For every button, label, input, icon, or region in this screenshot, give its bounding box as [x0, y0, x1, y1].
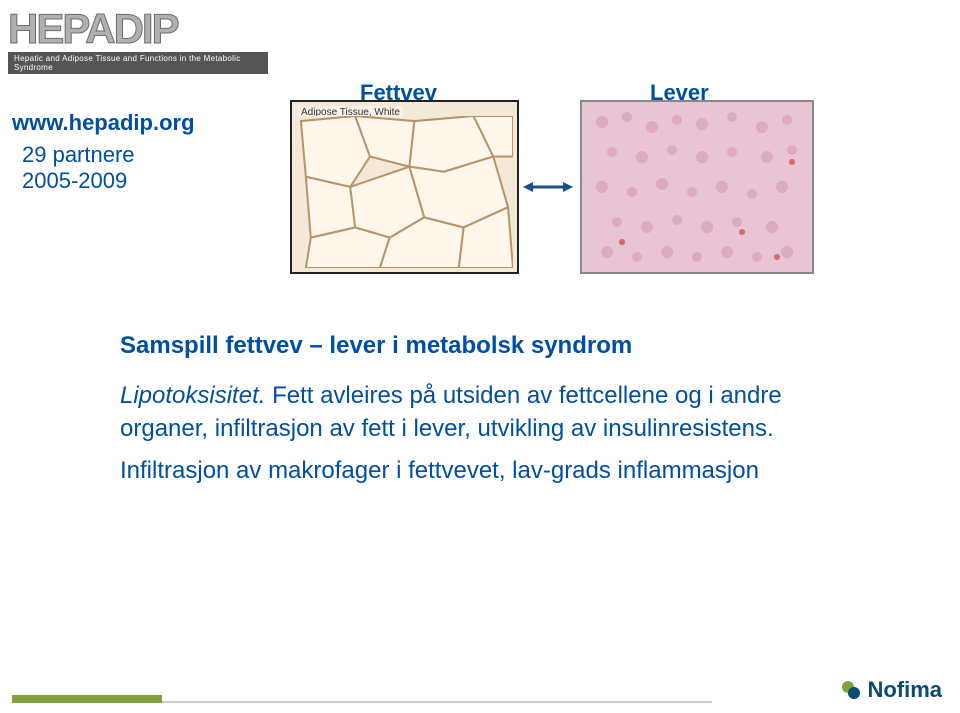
double-arrow-icon	[523, 180, 573, 194]
project-info: 29 partnere 2005-2009	[22, 142, 135, 194]
liver-cells-illustration	[582, 102, 812, 272]
nofima-logo: Nofima	[841, 677, 942, 703]
image-adipose-tissue: Adipose Tissue, White	[290, 100, 519, 274]
hepadip-logo: HEPADIP Hepatic and Adipose Tissue and F…	[8, 8, 268, 74]
nofima-mark-icon	[841, 680, 861, 700]
project-years: 2005-2009	[22, 168, 135, 194]
adipose-cells-illustration	[296, 116, 513, 268]
footer-accent-bar	[12, 695, 162, 703]
image-liver-tissue	[580, 100, 814, 274]
nofima-text: Nofima	[867, 677, 942, 703]
paragraph-1: Lipotoksisitet. Fett avleires på utsiden…	[120, 380, 840, 445]
logo-letters: HEPADIP	[8, 8, 178, 50]
partners-count: 29 partnere	[22, 142, 135, 168]
slide-heading: Samspill fettvev – lever i metabolsk syn…	[120, 330, 840, 362]
logo-tagline: Hepatic and Adipose Tissue and Functions…	[8, 52, 268, 74]
footer	[0, 693, 960, 703]
lipotoksisitet-term: Lipotoksisitet.	[120, 382, 265, 409]
logo-wordmark: HEPADIP	[8, 8, 268, 50]
site-url: www.hepadip.org	[12, 110, 195, 136]
paragraph-2: Infiltrasjon av makrofager i fettvevet, …	[120, 455, 840, 487]
slide-body: Samspill fettvev – lever i metabolsk syn…	[120, 330, 840, 498]
